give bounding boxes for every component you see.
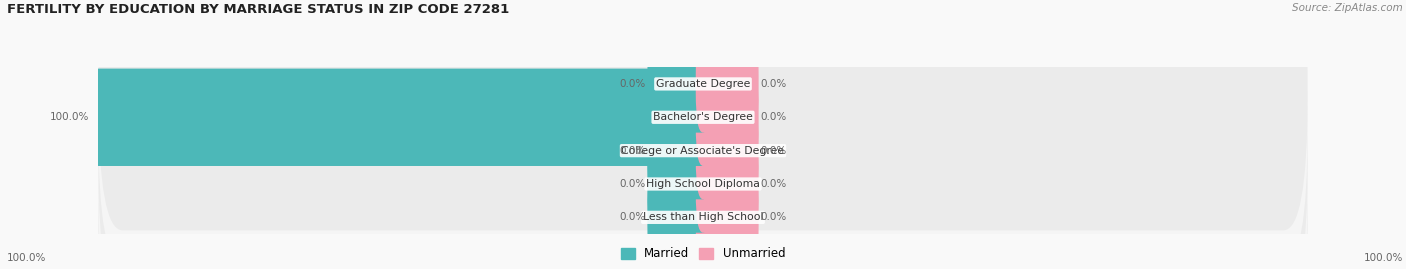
Text: 0.0%: 0.0% [761, 179, 787, 189]
FancyBboxPatch shape [696, 169, 759, 266]
Text: 100.0%: 100.0% [51, 112, 90, 122]
FancyBboxPatch shape [696, 69, 759, 166]
FancyBboxPatch shape [98, 38, 1308, 269]
Text: 100.0%: 100.0% [7, 253, 46, 263]
FancyBboxPatch shape [98, 4, 1308, 269]
FancyBboxPatch shape [91, 69, 710, 166]
Text: 0.0%: 0.0% [619, 179, 645, 189]
Text: 0.0%: 0.0% [761, 112, 787, 122]
FancyBboxPatch shape [696, 135, 759, 233]
Text: 100.0%: 100.0% [1364, 253, 1403, 263]
Legend: Married, Unmarried: Married, Unmarried [620, 247, 786, 260]
Text: Source: ZipAtlas.com: Source: ZipAtlas.com [1292, 3, 1403, 13]
Text: 0.0%: 0.0% [619, 79, 645, 89]
FancyBboxPatch shape [647, 35, 710, 133]
FancyBboxPatch shape [647, 135, 710, 233]
Text: Bachelor's Degree: Bachelor's Degree [652, 112, 754, 122]
Text: 0.0%: 0.0% [619, 146, 645, 156]
Text: Less than High School: Less than High School [643, 212, 763, 222]
Text: Graduate Degree: Graduate Degree [655, 79, 751, 89]
Text: 0.0%: 0.0% [761, 79, 787, 89]
Text: 0.0%: 0.0% [619, 212, 645, 222]
FancyBboxPatch shape [98, 0, 1308, 230]
Text: College or Associate's Degree: College or Associate's Degree [621, 146, 785, 156]
Text: 0.0%: 0.0% [761, 146, 787, 156]
FancyBboxPatch shape [696, 102, 759, 199]
FancyBboxPatch shape [98, 0, 1308, 264]
Text: High School Diploma: High School Diploma [647, 179, 759, 189]
FancyBboxPatch shape [647, 102, 710, 199]
FancyBboxPatch shape [647, 169, 710, 266]
Text: 0.0%: 0.0% [761, 212, 787, 222]
FancyBboxPatch shape [696, 35, 759, 133]
FancyBboxPatch shape [98, 71, 1308, 269]
Text: FERTILITY BY EDUCATION BY MARRIAGE STATUS IN ZIP CODE 27281: FERTILITY BY EDUCATION BY MARRIAGE STATU… [7, 3, 509, 16]
